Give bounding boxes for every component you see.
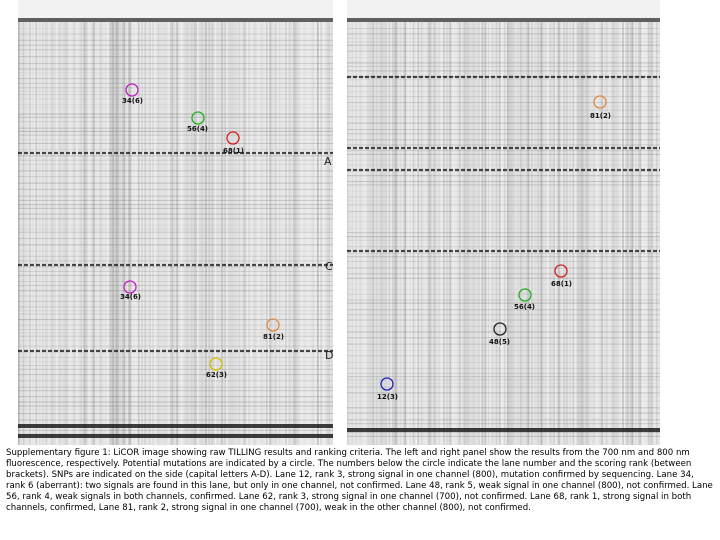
mutation-circle-56 — [518, 288, 532, 302]
mutation-circle-81 — [593, 95, 607, 109]
mutation-label-12: 12(3) — [377, 393, 398, 401]
mutation-label-34-upper: 34(6) — [122, 97, 143, 105]
mutation-label-68: 68(1) — [551, 280, 572, 288]
mutation-circle-68 — [554, 264, 568, 278]
gel-image-left: 34(6) 56(4) 68(1) 34(6) 81(2) 62(3) — [18, 18, 333, 445]
mutation-label-68: 68(1) — [223, 147, 244, 155]
mutation-circle-56 — [191, 111, 205, 125]
mutation-circle-62 — [209, 357, 223, 371]
mutation-label-81: 81(2) — [590, 112, 611, 120]
figure-caption: Supplementary figure 1: LiCOR image show… — [6, 448, 713, 513]
mutation-circle-68 — [226, 131, 240, 145]
mutation-label-48: 48(5) — [489, 338, 510, 346]
gel-image-right: 81(2) 68(1) 56(4) 48(5) 12(3) — [347, 18, 660, 445]
mutation-label-62: 62(3) — [206, 371, 227, 379]
mutation-label-81: 81(2) — [263, 333, 284, 341]
mutation-circle-48 — [493, 322, 507, 336]
mutation-circle-34-upper — [125, 83, 139, 97]
mutation-circle-81 — [266, 318, 280, 332]
mutation-label-56: 56(4) — [187, 125, 208, 133]
gel-panel-800nm: 81(2) 68(1) 56(4) 48(5) 12(3) — [347, 0, 660, 445]
mutation-label-34-lower: 34(6) — [120, 293, 141, 301]
mutation-label-56: 56(4) — [514, 303, 535, 311]
mutation-circle-34-lower — [123, 280, 137, 294]
gel-panel-700nm: 34(6) 56(4) 68(1) 34(6) 81(2) 62(3) — [18, 0, 333, 445]
mutation-circle-12 — [380, 377, 394, 391]
